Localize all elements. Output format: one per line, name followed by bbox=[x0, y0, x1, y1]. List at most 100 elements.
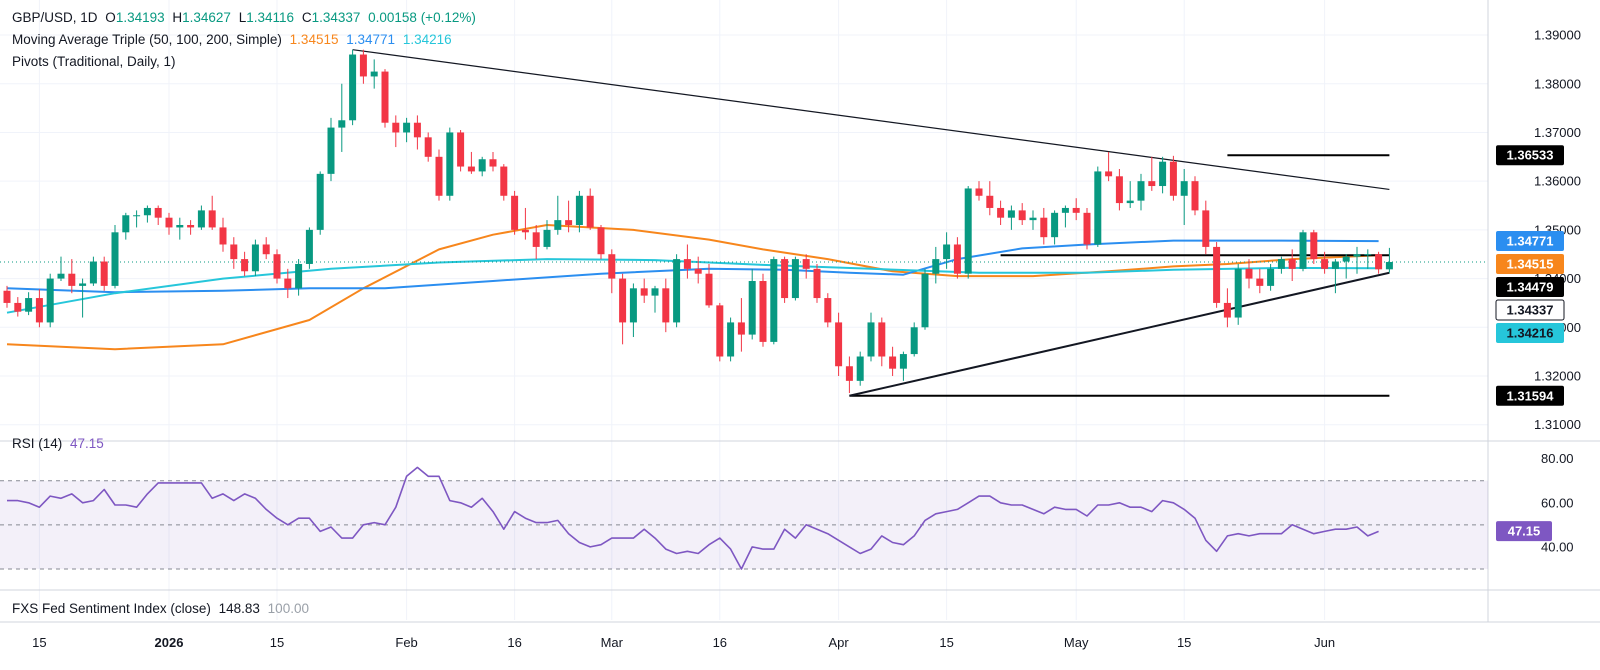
candle-down bbox=[1040, 217, 1048, 238]
candle-up bbox=[1353, 254, 1361, 257]
candle-up bbox=[57, 273, 65, 279]
rsi-line bbox=[7, 466, 1379, 570]
candle-down bbox=[35, 298, 43, 323]
candle-down bbox=[565, 220, 573, 225]
candle-down bbox=[640, 288, 648, 296]
trend-lines bbox=[352, 49, 1390, 397]
candle-down bbox=[1191, 181, 1199, 211]
candle-down bbox=[424, 137, 432, 157]
price-badge-label: 1.36533 bbox=[1507, 148, 1554, 163]
candle-down bbox=[662, 288, 670, 323]
candle-down bbox=[435, 156, 443, 196]
candle-down bbox=[1223, 302, 1231, 318]
candle-down bbox=[154, 207, 162, 218]
candle-up bbox=[1331, 261, 1339, 269]
candle-up bbox=[403, 122, 411, 133]
open-label: O bbox=[105, 10, 116, 25]
candle-down bbox=[953, 244, 961, 274]
price-badge-label: 1.34337 bbox=[1507, 303, 1554, 318]
legend-row-fxs: FXS Fed Sentiment Index (close) 148.83 1… bbox=[12, 601, 313, 616]
candle-up bbox=[921, 273, 929, 328]
candle-down bbox=[835, 322, 843, 367]
candle-down bbox=[759, 281, 767, 342]
candle-up bbox=[1029, 217, 1037, 221]
low-value: 1.34116 bbox=[246, 10, 295, 25]
pivots-title[interactable]: Pivots (Traditional, Daily, 1) bbox=[12, 54, 176, 69]
price-badge bbox=[1496, 277, 1564, 298]
candle-down bbox=[413, 122, 421, 138]
candle-down bbox=[813, 268, 821, 299]
candle-down bbox=[1018, 210, 1026, 221]
time-tick-label: 2026 bbox=[155, 635, 184, 650]
rsi-tick-label: 80.00 bbox=[1541, 451, 1574, 466]
candle-down bbox=[986, 195, 994, 208]
rsi-value: 47.15 bbox=[70, 436, 104, 451]
rsi-title[interactable]: RSI (14) bbox=[12, 436, 63, 451]
fxs-title[interactable]: FXS Fed Sentiment Index (close) bbox=[12, 601, 211, 616]
candle-up bbox=[1051, 212, 1059, 238]
candle-up bbox=[1267, 268, 1275, 286]
close-label: C bbox=[301, 10, 312, 25]
price-badge-label: 1.34216 bbox=[1507, 326, 1554, 341]
candle-down bbox=[1072, 207, 1080, 213]
candle-up bbox=[251, 244, 259, 272]
candle-down bbox=[975, 188, 983, 196]
candle-down bbox=[392, 122, 400, 133]
symbol-label[interactable]: GBP/USD, 1D bbox=[12, 10, 98, 25]
close-value: 1.34337 bbox=[311, 10, 361, 25]
candle-up bbox=[446, 132, 454, 196]
price-badge-label: 1.34515 bbox=[1507, 257, 1554, 272]
candle-down bbox=[694, 268, 702, 274]
ma-50-line bbox=[6, 224, 1379, 351]
time-tick-label: 16 bbox=[713, 635, 727, 650]
rsi-tick-label: 40.00 bbox=[1541, 539, 1574, 554]
rsi-line-path bbox=[7, 466, 1379, 570]
price-badge-label: 1.31594 bbox=[1507, 388, 1555, 403]
price-badges: 1.36533 1.34771 1.34515 1.34479 1.34337 1.342… bbox=[1495, 145, 1565, 542]
candle-down bbox=[737, 322, 745, 335]
high-label: H bbox=[172, 10, 183, 25]
candle-up bbox=[1094, 171, 1102, 245]
candle-up bbox=[1159, 161, 1167, 187]
candle-up bbox=[856, 356, 864, 381]
price-tick-label: 1.38000 bbox=[1534, 76, 1581, 91]
price-badge bbox=[1496, 385, 1564, 406]
candle-down bbox=[619, 278, 627, 323]
candle-up bbox=[651, 288, 659, 296]
ma100-value: 1.34771 bbox=[346, 32, 396, 47]
time-tick-label: May bbox=[1064, 635, 1089, 650]
time-tick-label: 15 bbox=[270, 635, 284, 650]
grid bbox=[0, 0, 1600, 623]
candle-down bbox=[262, 244, 270, 255]
legend-row-rsi: RSI (14) 47.15 bbox=[12, 436, 108, 451]
candle-down bbox=[1115, 176, 1123, 204]
rsi-badge bbox=[1496, 521, 1552, 542]
candle-up bbox=[89, 261, 97, 284]
candle-up bbox=[543, 229, 551, 247]
candle-up bbox=[1126, 200, 1134, 204]
price-badge bbox=[1495, 299, 1565, 321]
candle-up bbox=[25, 298, 33, 312]
candle-up bbox=[478, 159, 486, 172]
candle-down bbox=[1202, 210, 1210, 247]
price-badge bbox=[1496, 231, 1564, 252]
fxs-value-2: 100.00 bbox=[267, 601, 309, 616]
ma50-value: 1.34515 bbox=[289, 32, 339, 47]
candle-up bbox=[791, 259, 799, 299]
fxs-value: 148.83 bbox=[218, 601, 260, 616]
time-tick-label: Jun bbox=[1314, 635, 1335, 650]
candle-down bbox=[597, 227, 605, 255]
time-tick-label: 16 bbox=[507, 635, 521, 650]
candle-down bbox=[1256, 278, 1264, 286]
time-tick-label: Mar bbox=[601, 635, 624, 650]
high-value: 1.34627 bbox=[182, 10, 231, 25]
ma-title[interactable]: Moving Average Triple (50, 100, 200, Sim… bbox=[12, 32, 282, 47]
price-badge-label: 1.34479 bbox=[1507, 280, 1554, 295]
candle-down bbox=[997, 207, 1005, 218]
candle-down bbox=[3, 290, 11, 303]
candle-down bbox=[1321, 259, 1329, 269]
candle-up bbox=[748, 281, 756, 335]
low-label: L bbox=[238, 10, 247, 25]
candle-up bbox=[943, 244, 951, 260]
